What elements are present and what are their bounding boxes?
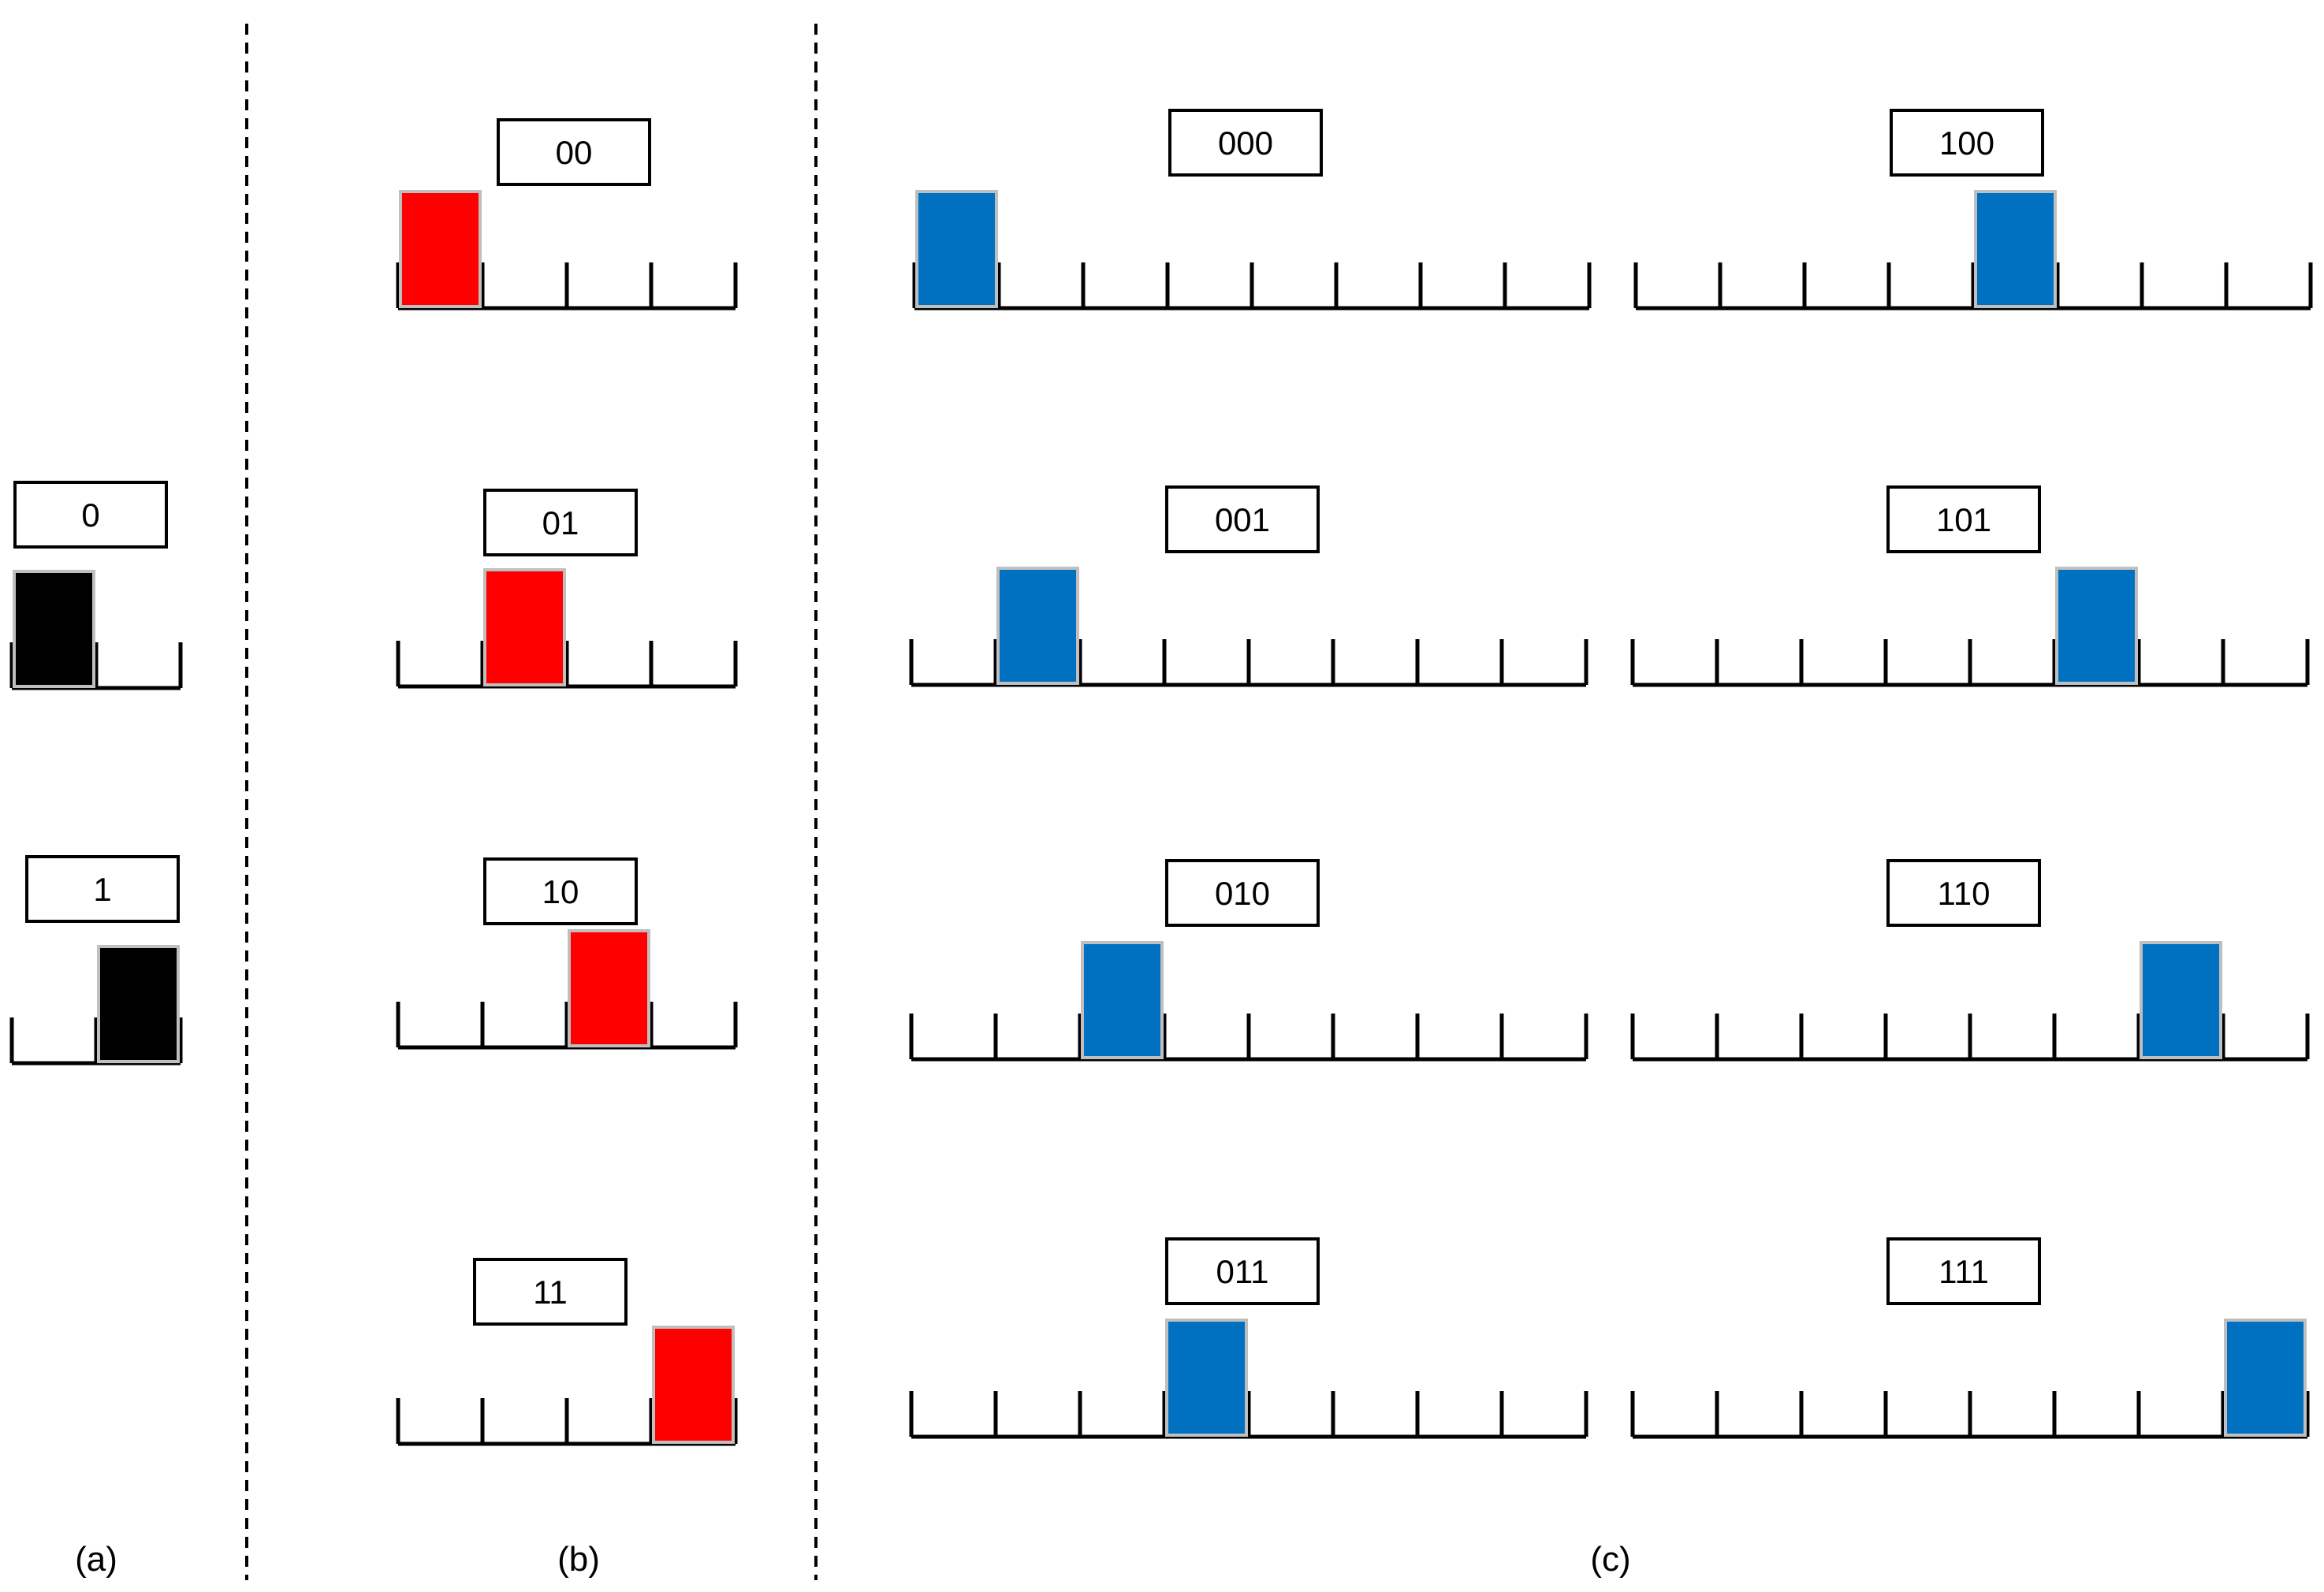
code-label: 010 — [1215, 875, 1270, 912]
code-label: 10 — [542, 873, 579, 910]
position-block — [399, 190, 482, 308]
code-label: 110 — [1938, 875, 1991, 912]
code-label-box — [483, 857, 638, 925]
encoding-row: 0 — [9, 481, 183, 690]
panel-a: 01 — [9, 481, 183, 1066]
encoding-row: 010 — [909, 859, 1588, 1062]
encoding-row: 000 — [912, 109, 1592, 311]
code-label-box — [1890, 109, 2044, 177]
encoding-row: 1 — [9, 855, 183, 1066]
encoding-row: 01 — [396, 489, 738, 689]
position-block — [915, 190, 998, 308]
position-block — [483, 568, 566, 686]
panel-c: 000 001 010 011 100 101 110 111 — [909, 109, 2313, 1439]
encoding-row: 101 — [1630, 485, 2310, 687]
code-label-box — [1165, 859, 1320, 927]
code-label-box — [1165, 1237, 1320, 1305]
code-label: 111 — [1939, 1253, 1989, 1290]
encoding-row: 00 — [396, 118, 738, 311]
code-label: 00 — [556, 134, 593, 171]
code-label: 01 — [542, 504, 579, 541]
encoding-row: 10 — [396, 857, 738, 1050]
panel-b: 00 01 10 11 — [396, 118, 738, 1446]
position-block — [2224, 1319, 2307, 1437]
encoding-row: 110 — [1630, 859, 2310, 1062]
code-label: 000 — [1218, 125, 1273, 162]
position-block — [1974, 190, 2057, 308]
position-block — [996, 567, 1079, 685]
panel-c-caption: (c) — [1590, 1540, 1630, 1579]
code-label: 100 — [1939, 125, 1994, 162]
encoding-row: 100 — [1633, 109, 2313, 311]
code-label-box — [13, 481, 168, 549]
code-label-box — [1165, 485, 1320, 553]
panel-b-caption: (b) — [557, 1540, 600, 1579]
position-block — [568, 929, 650, 1047]
code-label-box — [483, 489, 638, 556]
code-label: 1 — [93, 871, 111, 908]
code-label: 0 — [81, 497, 99, 534]
code-label-box — [25, 855, 180, 923]
encoding-row: 111 — [1630, 1237, 2310, 1439]
code-label-box — [1886, 485, 2041, 553]
encoding-row: 011 — [909, 1237, 1588, 1439]
code-label-box — [1168, 109, 1323, 177]
position-block — [97, 945, 180, 1063]
code-label: 001 — [1215, 501, 1270, 538]
code-label: 011 — [1216, 1253, 1269, 1290]
position-block — [13, 570, 95, 688]
position-block — [2140, 941, 2222, 1059]
encoding-row: 001 — [909, 485, 1588, 687]
position-block — [1081, 941, 1164, 1059]
code-label: 11 — [533, 1274, 568, 1311]
panel-a-caption: (a) — [75, 1540, 117, 1579]
code-label-box — [1886, 1237, 2041, 1305]
code-label-box — [473, 1258, 628, 1326]
code-label-box — [1886, 859, 2041, 927]
encoding-row: 11 — [396, 1258, 738, 1446]
position-block — [1165, 1319, 1248, 1437]
code-label: 101 — [1936, 501, 1991, 538]
position-block — [2055, 567, 2138, 685]
code-label-box — [497, 118, 651, 186]
position-block — [652, 1326, 735, 1444]
